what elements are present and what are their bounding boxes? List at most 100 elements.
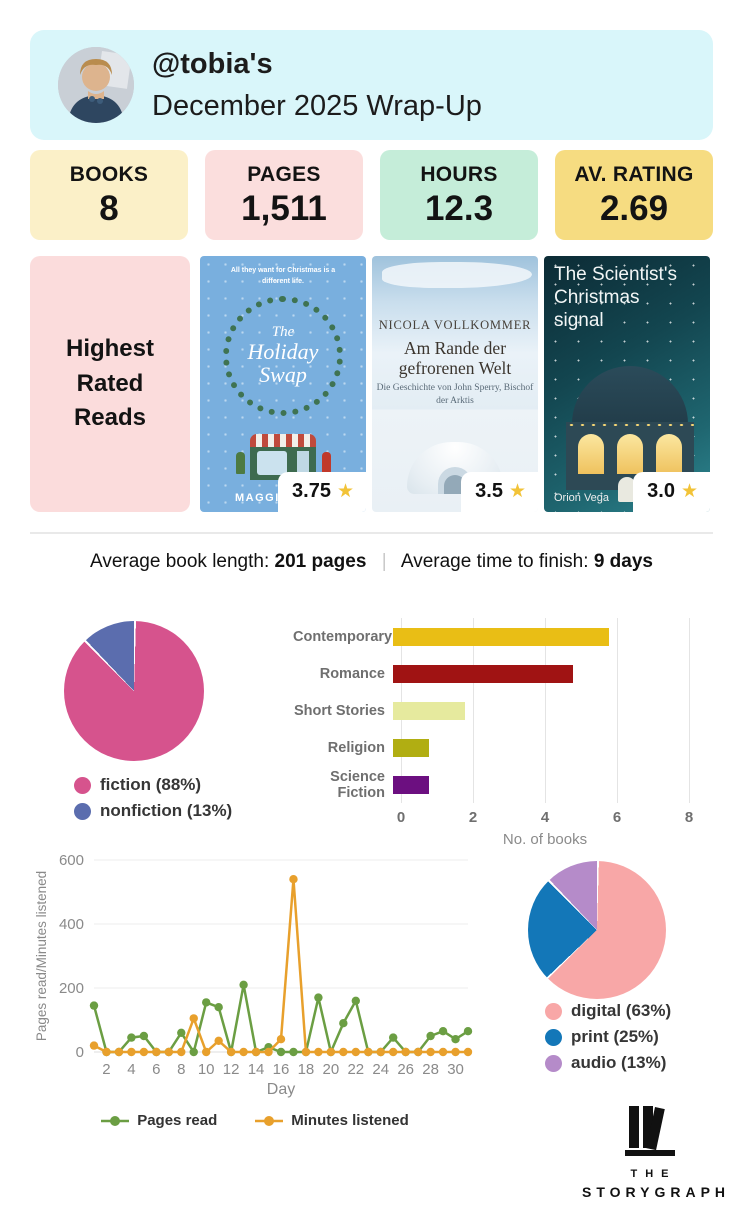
- format-pie-legend: digital (63%) print (25%) audio (13%): [545, 1001, 671, 1079]
- bar-row: Science Fiction: [293, 766, 713, 803]
- axis-tick-label: 4: [540, 809, 550, 826]
- cover-title-line: The: [271, 324, 295, 341]
- gridline: [688, 618, 690, 803]
- legend-item: Minutes listened: [255, 1112, 409, 1129]
- cover-author: Orion Vega: [554, 492, 610, 504]
- stat-value: 8: [99, 189, 119, 228]
- averages-line: Average book length: 201 pages | Average…: [0, 551, 743, 573]
- lit-window: [578, 434, 604, 474]
- lit-window: [617, 434, 643, 474]
- legend-item: fiction (88%): [74, 775, 232, 795]
- legend-label: audio (13%): [571, 1053, 667, 1072]
- bar: [393, 738, 429, 757]
- cover-tagline: All they want for Christmas is a differe…: [230, 267, 336, 285]
- legend-item: print (25%): [545, 1027, 671, 1047]
- svg-text:12: 12: [223, 1061, 240, 1078]
- cover-title-line: Swap: [259, 362, 307, 388]
- fiction-pie-chart: [64, 621, 204, 761]
- axis-tick-label: 0: [396, 809, 406, 826]
- stat-card-rating: AV. RATING 2.69: [555, 150, 713, 240]
- avg-time-value: 9 days: [593, 551, 653, 572]
- bar-rows: Contemporary Romance Short Stories Religion…: [293, 618, 713, 803]
- rating-value: 3.0: [647, 480, 675, 502]
- rating-badge: 3.5 ★: [461, 472, 538, 512]
- svg-text:Day: Day: [267, 1081, 295, 1098]
- legend-label: Pages read: [137, 1112, 218, 1129]
- gridline: [616, 618, 618, 803]
- avatar-illustration: [58, 47, 134, 123]
- gridline: [472, 618, 474, 803]
- avg-length-value: 201 pages: [274, 551, 367, 572]
- averages-separator: |: [381, 551, 387, 572]
- stat-label: AV. RATING: [574, 163, 694, 186]
- bar-category-label: Short Stories: [293, 702, 385, 719]
- legend-marker-icon: [255, 1115, 284, 1126]
- cover-title: The Scientist's Christmas signal: [554, 264, 677, 331]
- legend-swatch-icon: [545, 1002, 562, 1020]
- svg-text:200: 200: [59, 980, 84, 997]
- username-title: @tobia's: [152, 48, 273, 80]
- stat-card-pages: PAGES 1,511: [205, 150, 363, 240]
- legend-label: digital (63%): [571, 1001, 672, 1020]
- figure-illustration: [322, 452, 331, 474]
- bar-category-label: Science Fiction: [330, 768, 385, 801]
- legend-item: digital (63%): [545, 1001, 671, 1021]
- highest-rated-label: Highest Rated Reads: [65, 334, 154, 432]
- stat-value: 2.69: [599, 189, 669, 228]
- axis-tick-label: 8: [684, 809, 694, 826]
- legend-item: audio (13%): [545, 1053, 671, 1073]
- svg-text:28: 28: [422, 1061, 439, 1078]
- storygraph-logo: THE STORYGRAPH: [577, 1106, 731, 1200]
- svg-text:0: 0: [76, 1044, 84, 1061]
- svg-text:14: 14: [248, 1061, 265, 1078]
- legend-swatch-icon: [545, 1054, 562, 1072]
- lit-window: [656, 434, 682, 474]
- figure-illustration: [618, 477, 636, 502]
- section-divider: [30, 532, 713, 534]
- stat-card-books: BOOKS 8: [30, 150, 188, 240]
- cover-title: Am Rande der gefrorenen Welt: [398, 338, 512, 379]
- stat-label: HOURS: [420, 163, 498, 186]
- svg-text:26: 26: [397, 1061, 414, 1078]
- svg-text:8: 8: [177, 1061, 185, 1078]
- header-card: @tobia's December 2025 Wrap-Up: [30, 30, 713, 140]
- svg-text:24: 24: [372, 1061, 389, 1078]
- svg-text:18: 18: [298, 1061, 315, 1078]
- stat-card-hours: HOURS 12.3: [380, 150, 538, 240]
- storygraph-logo-icon: [624, 1106, 675, 1156]
- logo-text-storygraph: STORYGRAPH: [582, 1184, 731, 1200]
- genre-bar-chart: Contemporary Romance Short Stories Religion…: [293, 618, 713, 848]
- cover-subtitle: Die Geschichte von John Sperry, Bischof …: [376, 383, 534, 407]
- highest-rated-box: Highest Rated Reads: [30, 256, 190, 512]
- legend-item: nonfiction (13%): [74, 801, 232, 821]
- bar-track: [393, 775, 681, 794]
- bar-track: [393, 664, 681, 683]
- wreath-illustration: The Holiday Swap: [223, 296, 343, 416]
- svg-text:16: 16: [273, 1061, 290, 1078]
- legend-swatch-icon: [545, 1028, 562, 1046]
- bar-row: Religion: [293, 729, 713, 766]
- book-cover-holiday-swap: All they want for Christmas is a differe…: [200, 256, 366, 512]
- stat-label: PAGES: [247, 163, 321, 186]
- bar-axis-ticks: 0 2 4 6 8: [397, 803, 693, 829]
- legend-item: Pages read: [101, 1112, 217, 1129]
- avg-length-label: Average book length:: [90, 551, 270, 572]
- bar: [393, 701, 465, 720]
- cover-title-line: Holiday: [247, 339, 319, 365]
- star-icon: ★: [336, 481, 354, 502]
- svg-text:Pages read/Minutes listened: Pages read/Minutes listened: [34, 871, 49, 1041]
- stat-value: 12.3: [424, 189, 494, 228]
- svg-text:22: 22: [347, 1061, 364, 1078]
- format-pie-chart: [528, 861, 666, 999]
- legend-label: nonfiction (13%): [100, 801, 233, 820]
- book-cover-scientists-christmas: The Scientist's Christmas signal Orion V…: [544, 256, 710, 512]
- star-icon: ★: [508, 481, 526, 502]
- igloo-entrance-inner: [444, 475, 466, 494]
- legend-label: print (25%): [571, 1027, 659, 1046]
- line-chart-legend: Pages read Minutes listened: [30, 1112, 480, 1129]
- svg-text:30: 30: [447, 1061, 464, 1078]
- bar-axis-label: No. of books: [502, 831, 588, 848]
- rating-value: 3.75: [292, 480, 331, 502]
